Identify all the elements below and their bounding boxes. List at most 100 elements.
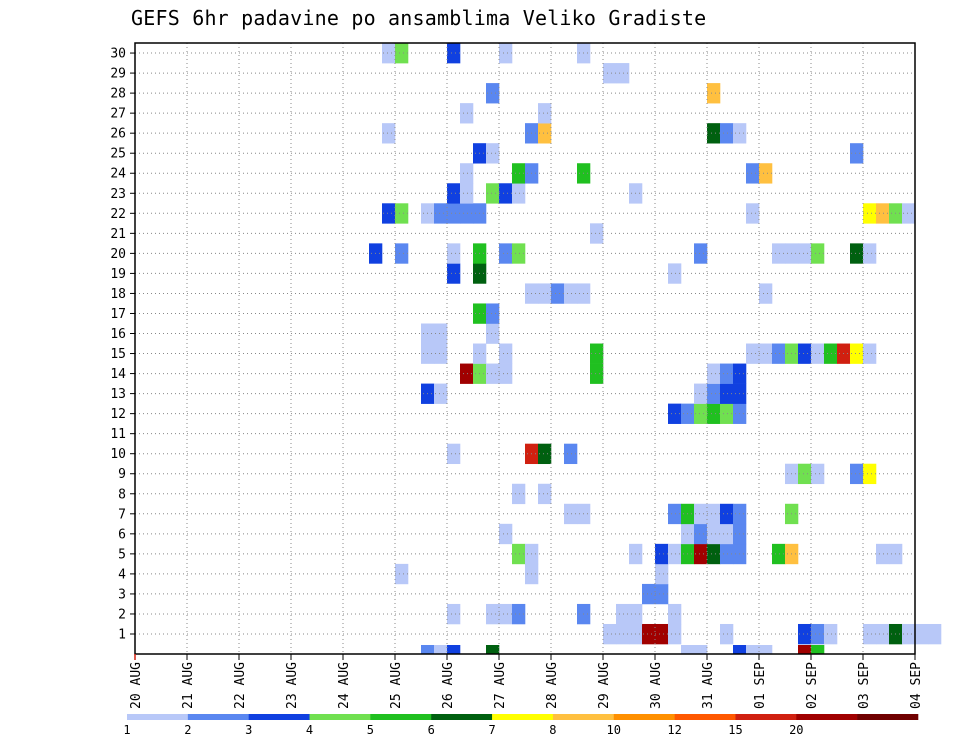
legend-label: 4 xyxy=(306,723,313,737)
y-tick-label: 19 xyxy=(110,267,126,282)
precip-cell xyxy=(382,43,396,64)
precip-cell xyxy=(447,43,461,64)
y-tick-label: 14 xyxy=(110,367,126,382)
chart-title: GEFS 6hr padavine po ansamblima Veliko G… xyxy=(131,6,707,30)
y-tick-label: 23 xyxy=(110,187,126,202)
precip-cell xyxy=(512,483,526,505)
y-tick-label: 28 xyxy=(110,87,126,102)
precip-cell xyxy=(811,343,825,364)
precip-cell xyxy=(850,243,864,264)
precip-cell xyxy=(447,263,461,284)
precip-cell xyxy=(876,623,890,645)
precip-cell xyxy=(863,243,877,264)
precip-cell xyxy=(746,163,760,184)
y-tick-label: 18 xyxy=(110,287,126,302)
x-tick-label: 27 AUG xyxy=(493,662,508,709)
precip-cell xyxy=(720,403,734,424)
precip-cell xyxy=(486,83,500,104)
precip-cell xyxy=(707,383,721,404)
precip-cell xyxy=(590,343,604,364)
precip-cell xyxy=(434,645,448,654)
y-tick-label: 11 xyxy=(110,427,126,442)
precip-cell xyxy=(538,283,552,304)
precip-cell xyxy=(720,543,734,565)
y-tick-label: 5 xyxy=(118,547,126,562)
precip-cell xyxy=(720,503,734,525)
precip-cell xyxy=(655,583,669,605)
y-tick-label: 2 xyxy=(118,607,126,622)
legend-label: 20 xyxy=(789,723,803,737)
precip-cell xyxy=(616,63,630,84)
legend-label: 3 xyxy=(245,723,252,737)
precip-cell xyxy=(798,243,812,264)
precip-cell xyxy=(668,603,682,625)
precip-cell xyxy=(694,383,708,404)
precip-cell xyxy=(460,203,474,224)
precip-cell xyxy=(486,303,500,324)
y-tick-label: 12 xyxy=(110,407,126,422)
precip-cell xyxy=(434,203,448,224)
precip-cell xyxy=(707,123,721,144)
precip-cell xyxy=(772,543,786,565)
precip-cell xyxy=(928,623,942,645)
precip-cell xyxy=(616,603,630,625)
precip-cell xyxy=(694,543,708,565)
precip-cell xyxy=(720,363,734,384)
y-tick-label: 21 xyxy=(110,227,126,242)
legend-label: 15 xyxy=(728,723,742,737)
precip-cell xyxy=(434,343,448,364)
precip-cell xyxy=(876,543,890,565)
x-tick-label: 23 AUG xyxy=(285,662,300,709)
precip-cell xyxy=(447,183,461,204)
legend-swatch xyxy=(613,714,675,720)
legend-label: 10 xyxy=(607,723,621,737)
precip-cell xyxy=(733,645,747,654)
precip-cell xyxy=(421,645,435,654)
precip-cell xyxy=(850,463,864,485)
precip-cell xyxy=(512,603,526,625)
precip-cell xyxy=(694,645,708,654)
x-tick-label: 22 AUG xyxy=(233,662,248,709)
precip-cell xyxy=(538,443,552,465)
precip-cell xyxy=(811,463,825,485)
precip-cell xyxy=(668,403,682,424)
precip-cell xyxy=(759,163,773,184)
precip-cell xyxy=(434,383,448,404)
legend-swatch xyxy=(674,714,736,720)
x-tick-label: 20 AUG xyxy=(129,662,144,709)
precip-cell xyxy=(694,403,708,424)
precip-cell xyxy=(681,645,695,654)
precip-cell xyxy=(798,343,812,364)
legend-swatch xyxy=(492,714,554,720)
precip-cell xyxy=(499,183,513,204)
precip-cell xyxy=(863,623,877,645)
y-tick-label: 17 xyxy=(110,307,126,322)
y-tick-label: 20 xyxy=(110,247,126,262)
precip-cell xyxy=(395,243,409,264)
precip-cell xyxy=(720,523,734,545)
legend-swatch xyxy=(187,714,249,720)
precip-cell xyxy=(850,343,864,364)
precip-cell xyxy=(759,283,773,304)
precip-cell xyxy=(707,83,721,104)
y-tick-label: 15 xyxy=(110,347,126,362)
precip-cell xyxy=(564,283,578,304)
precip-cell xyxy=(655,563,669,585)
precip-cell xyxy=(720,383,734,404)
precip-cell xyxy=(694,523,708,545)
precip-cell xyxy=(720,623,734,645)
precip-cell xyxy=(668,503,682,525)
x-tick-label: 24 AUG xyxy=(337,662,352,709)
precip-cell xyxy=(460,183,474,204)
precip-cell xyxy=(707,363,721,384)
y-tick-label: 26 xyxy=(110,127,126,142)
legend-label: 6 xyxy=(428,723,435,737)
y-tick-label: 25 xyxy=(110,147,126,162)
x-tick-label: 01 SEP xyxy=(753,662,768,709)
precip-cell xyxy=(486,363,500,384)
x-tick-label: 28 AUG xyxy=(545,662,560,709)
precip-cell xyxy=(499,363,513,384)
y-tick-label: 24 xyxy=(110,167,126,182)
precip-cell xyxy=(694,503,708,525)
